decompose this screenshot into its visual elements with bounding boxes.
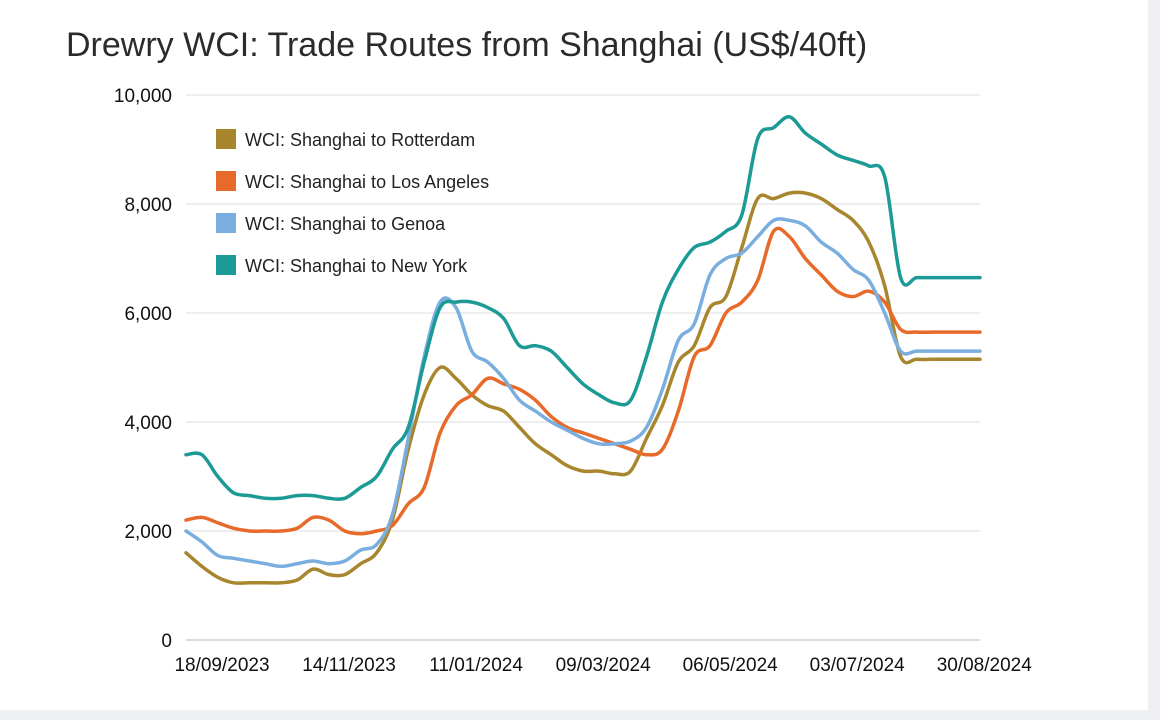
legend-label: WCI: Shanghai to New York xyxy=(245,256,468,276)
y-tick-label: 4,000 xyxy=(124,413,172,434)
series-line-4 xyxy=(184,115,982,501)
legend-label: WCI: Shanghai to Los Angeles xyxy=(245,172,489,192)
x-tick-label: 18/09/2023 xyxy=(174,655,269,676)
y-tick-label: 2,000 xyxy=(124,522,172,543)
x-tick-label: 11/01/2024 xyxy=(429,655,523,676)
legend-swatch xyxy=(216,171,236,191)
legend-item: WCI: Shanghai to Rotterdam xyxy=(216,129,475,150)
x-tick-label: 30/08/2024 xyxy=(937,655,1033,676)
legend-label: WCI: Shanghai to Rotterdam xyxy=(245,130,475,150)
gridlines xyxy=(186,94,980,641)
x-tick-label: 14/11/2023 xyxy=(302,655,396,676)
legend: WCI: Shanghai to Rotterdam WCI: Shanghai … xyxy=(216,129,489,276)
chart-title: Drewry WCI: Trade Routes from Shanghai (… xyxy=(66,26,868,64)
legend-swatch xyxy=(216,129,236,149)
series-line-2 xyxy=(184,226,982,536)
y-tick-label: 8,000 xyxy=(124,195,172,216)
x-axis-ticks: 18/09/2023 14/11/2023 11/01/2024 09/03/2024… xyxy=(174,655,1032,676)
legend-swatch xyxy=(216,255,236,275)
x-tick-label: 06/05/2024 xyxy=(683,655,779,676)
series-line-1 xyxy=(184,190,982,585)
legend-item: WCI: Shanghai to Los Angeles xyxy=(216,171,489,192)
legend-swatch xyxy=(216,213,236,233)
legend-label: WCI: Shanghai to Genoa xyxy=(245,214,446,234)
line-chart: 0 2,000 4,000 6,000 8,000 10,000 18/09/2023 14… xyxy=(114,86,1032,676)
y-axis-ticks: 0 2,000 4,000 6,000 8,000 10,000 xyxy=(114,86,172,652)
y-tick-label: 0 xyxy=(161,631,172,652)
series-line-3 xyxy=(184,217,982,569)
x-tick-label: 09/03/2024 xyxy=(556,655,652,676)
legend-item: WCI: Shanghai to New York xyxy=(216,255,468,276)
x-tick-label: 03/07/2024 xyxy=(810,655,906,676)
series-lines xyxy=(184,115,982,585)
legend-item: WCI: Shanghai to Genoa xyxy=(216,213,446,234)
y-tick-label: 6,000 xyxy=(124,304,172,325)
y-tick-label: 10,000 xyxy=(114,86,172,107)
